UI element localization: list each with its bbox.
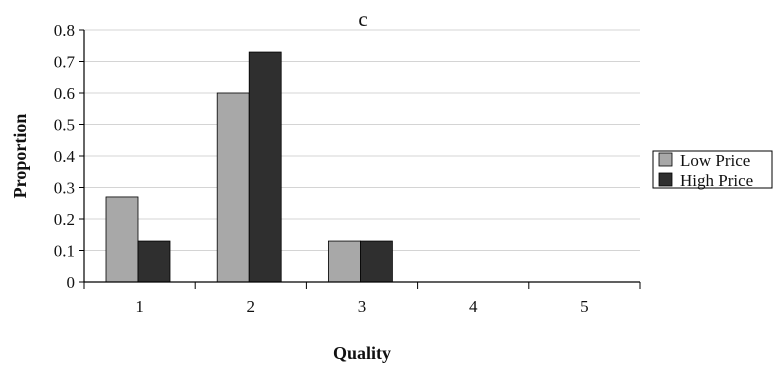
y-tick-label: 0.6 (54, 84, 75, 103)
legend-label-high-price: High Price (680, 171, 753, 190)
bar-high-price (248, 51, 282, 283)
bar-high-price (137, 240, 171, 283)
x-ticks: 1 2 3 4 5 (83, 282, 641, 316)
legend-swatch-high-price (658, 172, 673, 187)
legend: Low Price High Price (652, 150, 773, 190)
x-axis-title: Quality (333, 343, 391, 363)
bars (105, 51, 393, 283)
gridlines (84, 29, 640, 251)
y-tick-label: 0.5 (54, 116, 75, 135)
y-tick-label: 0.1 (54, 242, 75, 261)
x-tick-label: 5 (580, 297, 589, 316)
y-ticks: 0 0.1 0.2 0.3 0.4 0.5 0.6 0.7 0.8 (54, 21, 84, 292)
y-axis-title: Proportion (10, 114, 30, 199)
legend-swatch-low-price (658, 152, 673, 167)
x-tick-label: 3 (358, 297, 367, 316)
bar-low-price (216, 92, 250, 283)
y-tick-label: 0.7 (54, 53, 76, 72)
plot-area: 0 0.1 0.2 0.3 0.4 0.5 0.6 0.7 0.8 1 2 3 4 5 (54, 21, 641, 316)
bar-low-price (327, 240, 361, 283)
y-tick-label: 0 (67, 273, 76, 292)
bar-high-price (359, 240, 393, 283)
x-tick-label: 1 (135, 297, 144, 316)
y-tick-label: 0.3 (54, 179, 75, 198)
chart-title: c (358, 7, 367, 31)
y-tick-label: 0.4 (54, 147, 76, 166)
x-tick-label: 2 (247, 297, 256, 316)
bar-low-price (105, 196, 139, 283)
x-tick-label: 4 (469, 297, 478, 316)
y-tick-label: 0.8 (54, 21, 75, 40)
legend-label-low-price: Low Price (680, 151, 750, 170)
y-tick-label: 0.2 (54, 210, 75, 229)
legend-box (652, 150, 773, 189)
